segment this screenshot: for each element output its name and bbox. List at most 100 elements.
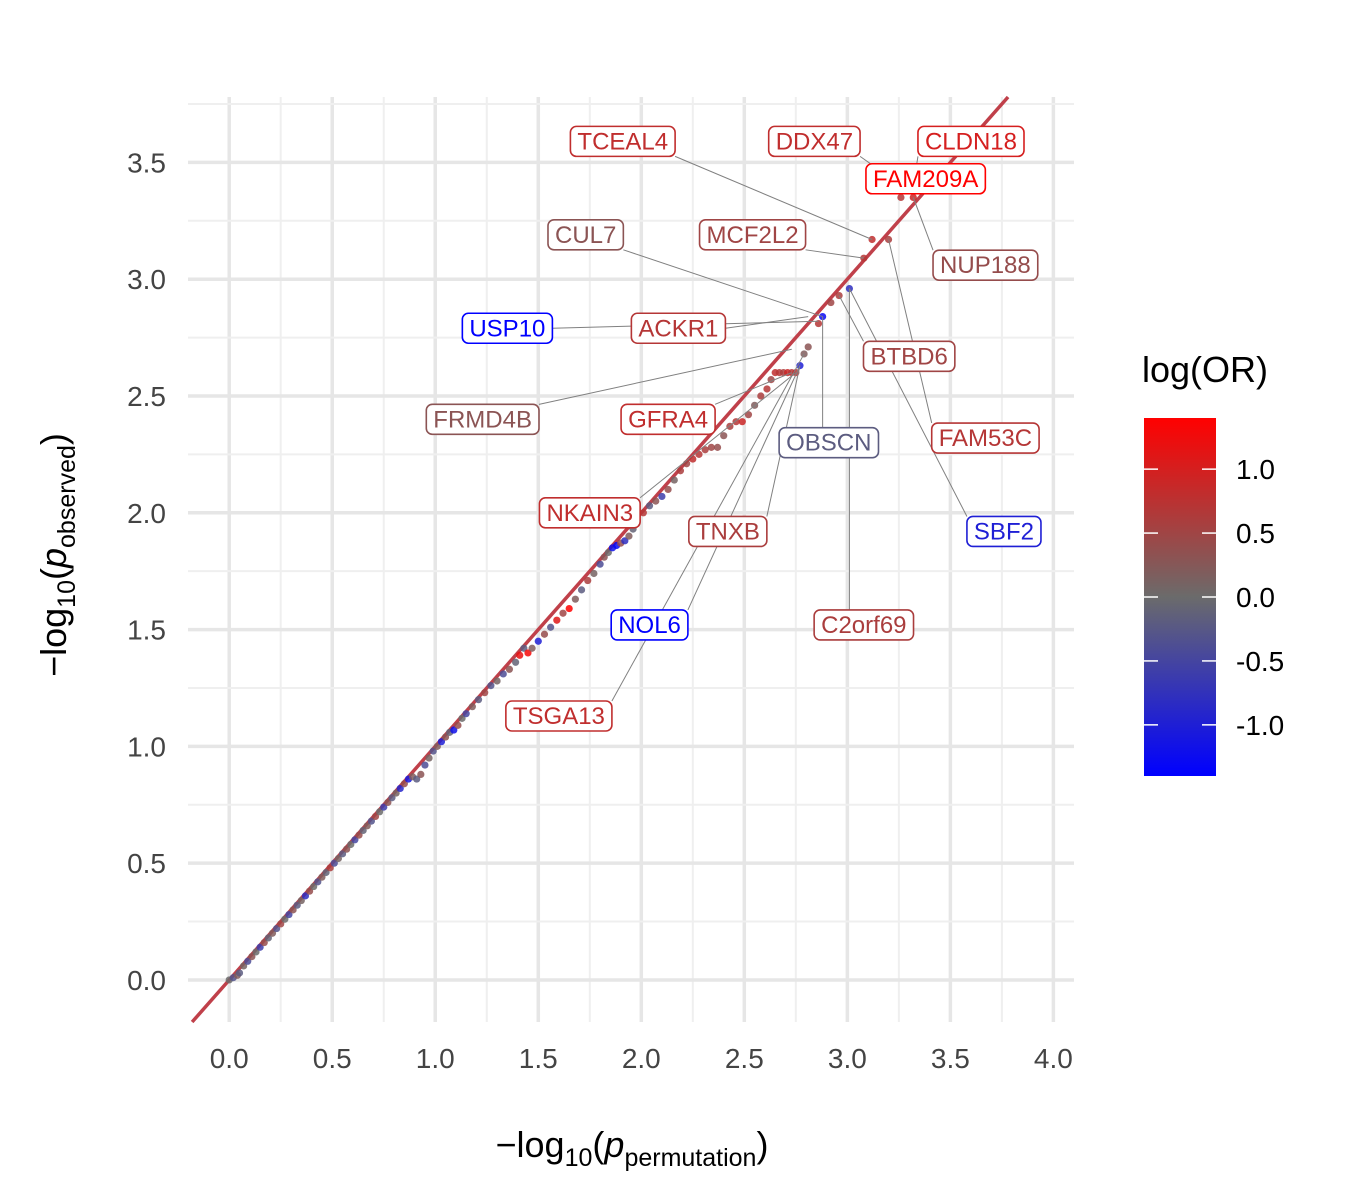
data-point: [884, 235, 893, 244]
gene-label-box: [461, 312, 554, 345]
x-tick-label: 2.5: [725, 1043, 764, 1074]
data-point: [380, 803, 388, 811]
gene-label: NKAIN3: [538, 496, 641, 529]
data-point: [512, 658, 520, 666]
gene-label: OBSCN: [778, 426, 880, 459]
data-point: [534, 637, 542, 645]
data-point: [429, 747, 437, 755]
leader-line: [888, 239, 933, 424]
data-point: [421, 761, 429, 769]
leader-line: [912, 197, 934, 251]
gene-label: FRMD4B: [425, 403, 540, 436]
data-point: [454, 721, 462, 729]
data-point: [376, 808, 384, 816]
data-point: [371, 812, 380, 821]
data-point: [468, 703, 476, 711]
data-point: [301, 892, 310, 900]
x-axis-title: −log10(ppermutation): [496, 1124, 769, 1172]
data-point: [827, 298, 835, 307]
data-point: [248, 952, 256, 961]
gene-label-text: NKAIN3: [546, 500, 633, 527]
gene-label: TSGA13: [505, 700, 613, 732]
data-point: [413, 775, 421, 783]
data-point: [897, 193, 905, 202]
gene-label: TNXB: [688, 515, 768, 548]
leader-line: [725, 316, 809, 329]
data-point: [516, 651, 524, 659]
data-point: [800, 350, 808, 358]
legend-title: log(OR): [1142, 349, 1268, 390]
gene-label: BTBD6: [862, 340, 956, 373]
gene-label: C2orf69: [813, 609, 915, 641]
gene-label-box: [966, 515, 1042, 548]
leader-line: [639, 372, 797, 499]
data-point: [744, 411, 753, 419]
data-point: [804, 343, 812, 351]
data-point: [707, 443, 715, 451]
data-point: [600, 553, 608, 561]
gene-label-text: C2orf69: [821, 612, 906, 639]
data-point: [499, 670, 507, 678]
leader-line: [538, 348, 792, 405]
data-point: [351, 836, 359, 844]
gene-label-box: [505, 700, 613, 732]
gene-label-box: [932, 249, 1039, 281]
x-tick-label: 1.5: [519, 1043, 558, 1074]
gene-label: CUL7: [547, 219, 625, 251]
leader-line: [838, 295, 864, 342]
gene-label-text: CUL7: [555, 222, 616, 249]
gene-label-text: TSGA13: [513, 703, 605, 730]
data-point: [425, 754, 433, 762]
gene-label-box: [610, 609, 689, 641]
x-tick-label: 2.0: [622, 1043, 661, 1074]
gene-label-box: [569, 125, 676, 158]
data-point: [334, 854, 343, 863]
data-point: [338, 850, 347, 858]
gene-labels: TCEAL4 DDX47 CLDN18 FAM209A CUL7 MCF2L2 NUP188…: [425, 125, 1042, 732]
gene-label: DDX47: [767, 125, 861, 158]
data-point: [330, 859, 338, 867]
gene-label-text: DDX47: [776, 128, 853, 155]
gene-label-text: OBSCN: [786, 430, 871, 457]
gene-label-text: SBF2: [974, 518, 1034, 545]
data-point: [441, 733, 450, 741]
gene-label-box: [688, 515, 768, 548]
gene-label-text: GFRA4: [628, 406, 708, 433]
data-point: [310, 882, 318, 891]
data-point: [547, 623, 555, 631]
data-point: [281, 915, 289, 923]
data-point: [400, 780, 408, 788]
gene-label: SBF2: [966, 515, 1042, 548]
data-point: [260, 938, 268, 947]
gene-label: TCEAL4: [569, 125, 676, 158]
data-point: [289, 906, 297, 914]
data-point: [553, 616, 561, 624]
gene-label: NOL6: [610, 609, 689, 641]
data-point: [493, 677, 501, 685]
data-point: [639, 509, 647, 517]
data-point: [462, 710, 470, 718]
data-point: [757, 392, 765, 400]
gene-label-box: [538, 496, 641, 529]
gene-label-box: [630, 312, 727, 345]
data-point: [860, 254, 868, 262]
data-point: [540, 630, 549, 638]
gene-label: MCF2L2: [698, 219, 807, 251]
data-point: [367, 817, 375, 825]
y-tick-label: 3.5: [127, 147, 166, 178]
data-point: [235, 969, 244, 977]
data-point: [732, 418, 740, 426]
y-tick-label: 3.0: [127, 264, 166, 295]
gene-label: FAM209A: [865, 162, 987, 195]
data-point: [625, 532, 633, 540]
x-tick-label: 0.5: [313, 1043, 352, 1074]
data-point: [604, 548, 612, 557]
y-tick-label: 0.5: [127, 848, 166, 879]
data-point: [763, 385, 771, 393]
data-point: [359, 826, 367, 835]
data-point: [384, 798, 392, 807]
gene-label-box: [425, 403, 540, 436]
data-point: [388, 794, 396, 802]
gene-label-text: FAM209A: [873, 166, 978, 193]
data-point: [297, 896, 305, 905]
